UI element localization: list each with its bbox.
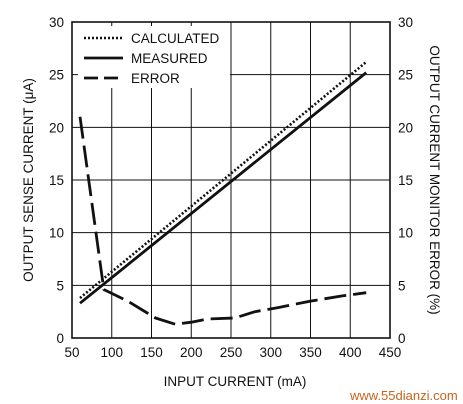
y-axis-title: OUTPUT SENSE CURRENT (μA) [21,78,36,282]
y2-tick-label: 0 [398,331,406,346]
y-tick-label: 20 [49,120,64,135]
legend-label-calculated: CALCULATED [131,31,220,46]
x-axis-title: INPUT CURRENT (mA) [164,374,307,389]
legend-label-measured: MEASURED [131,51,208,66]
y2-axis-title: OUTPUT CURRENT MONITOR ERROR (%) [427,45,442,314]
y-tick-label: 0 [56,331,64,346]
x-tick-label: 450 [379,345,402,360]
x-tick-label: 100 [100,345,123,360]
legend: CALCULATED MEASURED ERROR [78,26,230,88]
y-tick-label: 15 [49,173,64,188]
x-tick-label: 400 [339,345,362,360]
y2-tick-label: 20 [398,120,413,135]
y2-tick-label: 25 [398,68,413,83]
y2-tick-label: 10 [398,226,413,241]
y-tick-label: 5 [56,278,64,293]
y2-tick-label: 30 [398,15,413,30]
x-tick-label: 150 [140,345,163,360]
series-line-error [78,116,367,326]
series-group [78,60,368,326]
legend-label-error: ERROR [131,71,180,86]
x-tick-label: 200 [180,345,203,360]
x-tick-label: 50 [64,345,79,360]
tick-labels: 50 100 150 200 250 300 350 400 45005101520253005… [49,15,413,360]
y-tick-label: 30 [49,15,64,30]
x-tick-label: 250 [220,345,243,360]
y2-tick-label: 5 [398,278,406,293]
y-tick-label: 10 [49,226,64,241]
series-line-measured [79,71,368,305]
x-tick-label: 300 [259,345,282,360]
y-tick-label: 25 [49,68,64,83]
x-tick-label: 350 [299,345,322,360]
watermark-text: www.55dianzi.com [349,388,458,403]
plot-frame [71,21,391,339]
y2-tick-label: 15 [398,173,413,188]
series-line-calculated [79,60,368,300]
